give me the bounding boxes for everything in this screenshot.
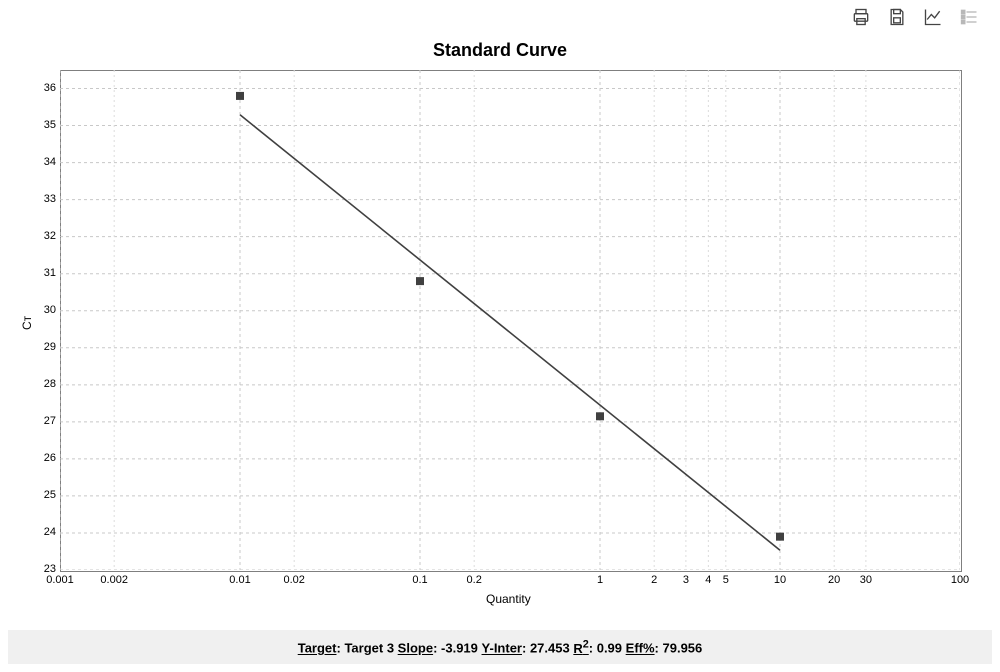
stat-slope-value: -3.919: [441, 641, 478, 656]
chart-icon[interactable]: [922, 6, 944, 28]
x-tick-label: 100: [951, 574, 969, 586]
x-tick-label-minor: 2: [651, 574, 657, 586]
legend-icon[interactable]: [958, 6, 980, 28]
y-tick-label: 36: [26, 82, 56, 94]
x-tick-label-minor: 20: [828, 574, 840, 586]
y-axis-title: Cᴛ: [20, 316, 34, 330]
stat-target-value: Target 3: [344, 641, 394, 656]
stat-r2-value: 0.99: [597, 641, 622, 656]
x-tick-label: 10: [774, 574, 786, 586]
x-tick-label: 0.001: [46, 574, 74, 586]
y-tick-label: 30: [26, 304, 56, 316]
x-tick-label-minor: 5: [723, 574, 729, 586]
stat-target-label: Target: [298, 641, 337, 656]
stats-bar: Target: Target 3 Slope: -3.919 Y-Inter: …: [8, 630, 992, 664]
stat-slope-label: Slope: [398, 641, 433, 656]
x-tick-label: 0.01: [229, 574, 250, 586]
chart-container: { "toolbar": { "print": "print", "save":…: [0, 0, 1000, 672]
data-point: [596, 412, 604, 420]
x-axis-title: Quantity: [486, 592, 531, 606]
x-tick-label-minor: 0.02: [283, 574, 304, 586]
chart-title: Standard Curve: [0, 40, 1000, 61]
chart-toolbar: [850, 6, 980, 28]
x-tick-label-minor: 30: [860, 574, 872, 586]
y-tick-label: 31: [26, 267, 56, 279]
x-tick-label-minor: 3: [683, 574, 689, 586]
stat-yint-value: 27.453: [530, 641, 570, 656]
x-tick-label: 0.1: [412, 574, 427, 586]
y-tick-label: 29: [26, 341, 56, 353]
y-tick-label: 34: [26, 156, 56, 168]
stat-yint-label: Y-Inter: [482, 641, 522, 656]
stat-eff-value: 79.956: [663, 641, 703, 656]
data-point: [416, 277, 424, 285]
y-tick-label: 24: [26, 526, 56, 538]
data-point: [776, 533, 784, 541]
print-icon[interactable]: [850, 6, 872, 28]
y-tick-label: 35: [26, 119, 56, 131]
y-tick-label: 25: [26, 489, 56, 501]
data-point: [236, 92, 244, 100]
stat-eff-label: Eff%: [626, 641, 655, 656]
y-tick-label: 26: [26, 452, 56, 464]
y-tick-label: 33: [26, 193, 56, 205]
x-tick-label: 1: [597, 574, 603, 586]
y-tick-label: 32: [26, 230, 56, 242]
x-tick-label-minor: 4: [705, 574, 711, 586]
x-tick-label-minor: 0.2: [467, 574, 482, 586]
y-tick-label: 28: [26, 378, 56, 390]
y-tick-label: 27: [26, 415, 56, 427]
x-tick-label-minor: 0.002: [100, 574, 128, 586]
save-icon[interactable]: [886, 6, 908, 28]
stat-r2-label: R2: [573, 641, 588, 656]
